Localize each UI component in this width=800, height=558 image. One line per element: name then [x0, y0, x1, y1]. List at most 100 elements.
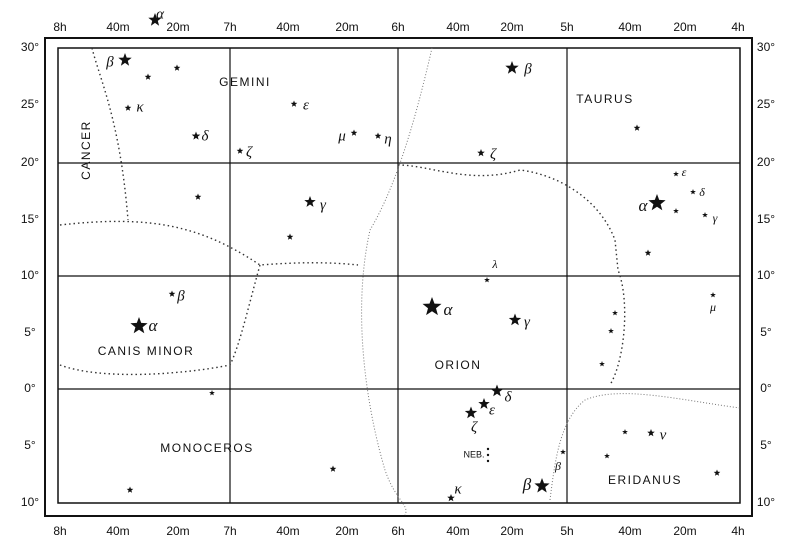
- star: [490, 384, 504, 397]
- star: [713, 469, 721, 476]
- right-label: 5°: [760, 325, 772, 339]
- star-label: δ: [202, 128, 210, 144]
- star-label: λ: [491, 257, 497, 271]
- top-label: 40m: [618, 20, 641, 34]
- star: [464, 406, 478, 419]
- star: [560, 449, 566, 455]
- star: [633, 124, 641, 131]
- star: [702, 212, 708, 218]
- right-label: 20°: [757, 155, 775, 169]
- right-label: 30°: [757, 40, 775, 54]
- right-label: 25°: [757, 97, 775, 111]
- star: [608, 328, 614, 334]
- bottom-label: 20m: [500, 524, 523, 538]
- star-label: β: [522, 475, 532, 494]
- left-label: 0°: [24, 381, 36, 395]
- star: [124, 104, 132, 111]
- top-label: 20m: [500, 20, 523, 34]
- constellation-name: CANCER: [79, 120, 93, 180]
- right-label: 15°: [757, 212, 775, 226]
- star: [118, 53, 132, 66]
- star: [648, 194, 666, 211]
- star: [329, 465, 337, 472]
- bottom-label: 20m: [673, 524, 696, 538]
- star-label: ν: [660, 427, 667, 443]
- star: [304, 196, 316, 207]
- star: [148, 13, 162, 26]
- star: [144, 73, 152, 80]
- outer-frame: [44, 37, 753, 517]
- star-label: α: [639, 196, 649, 215]
- grid: [58, 48, 740, 503]
- star: [194, 193, 202, 200]
- boundaries: [59, 47, 741, 516]
- right-label: 5°: [760, 438, 772, 452]
- star-label: γ: [524, 314, 531, 330]
- star: [673, 208, 679, 214]
- star: [622, 429, 628, 435]
- star-label: β: [554, 459, 561, 473]
- top-label: 5h: [560, 20, 573, 34]
- star: [286, 233, 294, 240]
- constellation-name: MONOCEROS: [160, 441, 254, 455]
- constellation-name: ERIDANUS: [608, 473, 682, 487]
- left-label: 20°: [21, 155, 39, 169]
- star: [447, 494, 455, 502]
- star-label: β: [105, 54, 114, 70]
- star: [374, 132, 382, 139]
- bottom-label: 20m: [335, 524, 358, 538]
- star: [599, 361, 605, 367]
- top-label: 20m: [166, 20, 189, 34]
- constellation-name: ORION: [435, 358, 482, 372]
- star: [126, 486, 134, 493]
- left-label: 5°: [24, 438, 36, 452]
- top-label: 40m: [276, 20, 299, 34]
- top-label: 7h: [223, 20, 236, 34]
- left-label: 5°: [24, 325, 36, 339]
- star-label: β: [176, 288, 185, 304]
- star: [604, 453, 610, 459]
- constellation-name: TAURUS: [576, 92, 633, 106]
- bottom-label: 40m: [446, 524, 469, 538]
- star: [236, 147, 244, 154]
- star: [191, 131, 201, 140]
- top-label: 4h: [731, 20, 744, 34]
- bottom-label: 8h: [53, 524, 66, 538]
- bottom-label: 7h: [223, 524, 236, 538]
- star-label: ε: [303, 97, 309, 113]
- top-label: 40m: [446, 20, 469, 34]
- right-label: 10°: [757, 495, 775, 509]
- star-label: μ: [337, 128, 346, 144]
- star-label: μ: [709, 300, 716, 314]
- star: [644, 249, 652, 256]
- star: [484, 277, 490, 283]
- star-label: α: [149, 316, 159, 335]
- star-label: α: [444, 300, 454, 319]
- star: [673, 171, 679, 177]
- star: [478, 398, 490, 409]
- star: [130, 317, 148, 334]
- star: [168, 290, 176, 297]
- star-label: δ: [699, 185, 705, 199]
- star: [647, 429, 655, 437]
- star-label: η: [384, 131, 391, 147]
- star: [534, 478, 550, 493]
- constellation-name: GEMINI: [219, 75, 271, 89]
- star-label: γ: [320, 197, 327, 213]
- star: [508, 313, 522, 326]
- star: [422, 297, 442, 316]
- top-label: 8h: [53, 20, 66, 34]
- top-label: 40m: [106, 20, 129, 34]
- star-label: γ: [713, 211, 718, 225]
- left-label: 25°: [21, 97, 39, 111]
- star-label: ε: [682, 165, 687, 179]
- left-label: 10°: [21, 268, 39, 282]
- right-label: 10°: [757, 268, 775, 282]
- star-label: β: [523, 61, 532, 77]
- star: [350, 129, 358, 136]
- star-label: ε: [489, 402, 495, 418]
- top-label: 20m: [673, 20, 696, 34]
- bottom-label: 40m: [106, 524, 129, 538]
- star: [173, 64, 181, 71]
